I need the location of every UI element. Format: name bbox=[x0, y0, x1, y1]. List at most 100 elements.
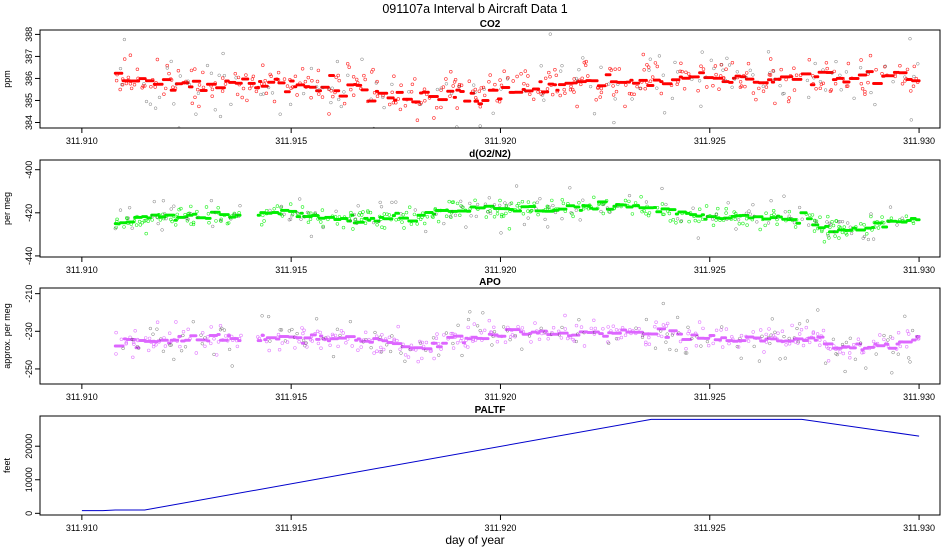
data-point bbox=[359, 83, 363, 87]
y-tick-label: 10000 bbox=[24, 467, 34, 492]
data-point bbox=[446, 337, 450, 341]
data-point bbox=[435, 105, 439, 110]
data-point bbox=[358, 211, 362, 215]
data-point bbox=[466, 317, 471, 322]
data-point bbox=[238, 204, 242, 208]
data-point bbox=[418, 102, 423, 107]
data-point bbox=[823, 88, 828, 92]
data-point bbox=[413, 208, 417, 212]
data-point bbox=[259, 339, 263, 343]
data-point bbox=[409, 343, 414, 347]
data-point bbox=[911, 219, 915, 224]
data-point bbox=[436, 219, 441, 224]
data-point bbox=[543, 217, 547, 222]
data-point bbox=[729, 217, 733, 221]
data-point bbox=[499, 231, 503, 235]
data-point bbox=[837, 236, 841, 240]
data-point bbox=[178, 344, 182, 349]
x-tick-label: 311.925 bbox=[694, 136, 726, 146]
data-point bbox=[844, 70, 849, 74]
data-point bbox=[261, 92, 266, 96]
data-point bbox=[333, 215, 338, 219]
data-point bbox=[838, 226, 843, 230]
data-point bbox=[257, 336, 261, 341]
data-point bbox=[147, 348, 151, 353]
data-point bbox=[606, 325, 610, 329]
data-point bbox=[492, 325, 496, 329]
data-point bbox=[363, 221, 368, 225]
data-point bbox=[138, 223, 143, 227]
data-point bbox=[371, 67, 375, 72]
data-point bbox=[542, 98, 546, 102]
data-point bbox=[310, 78, 314, 83]
data-point bbox=[891, 80, 895, 84]
data-point bbox=[297, 340, 301, 344]
data-point bbox=[833, 234, 837, 238]
data-point bbox=[581, 207, 586, 211]
data-point bbox=[155, 57, 160, 62]
data-point bbox=[630, 97, 634, 101]
data-point bbox=[321, 225, 325, 230]
data-point bbox=[499, 214, 504, 219]
data-point bbox=[459, 199, 463, 203]
data-point bbox=[845, 233, 849, 237]
data-point bbox=[509, 335, 513, 339]
data-point bbox=[655, 206, 660, 210]
data-point bbox=[395, 338, 399, 343]
data-point bbox=[771, 209, 776, 213]
data-point bbox=[490, 343, 494, 347]
data-point bbox=[569, 84, 573, 89]
data-point bbox=[665, 332, 669, 336]
data-point bbox=[168, 331, 172, 335]
data-point bbox=[797, 322, 802, 326]
data-point bbox=[279, 204, 284, 209]
data-point bbox=[782, 194, 786, 198]
data-point bbox=[720, 63, 724, 67]
data-point bbox=[616, 337, 620, 341]
data-point bbox=[880, 71, 884, 76]
y-tick-label: 387 bbox=[24, 49, 34, 64]
data-point bbox=[673, 208, 677, 212]
data-point bbox=[543, 76, 548, 81]
data-point bbox=[678, 339, 683, 344]
data-point bbox=[604, 83, 609, 87]
data-point bbox=[727, 63, 732, 67]
data-point bbox=[721, 76, 726, 81]
data-point bbox=[317, 337, 321, 341]
data-point bbox=[568, 186, 572, 190]
data-point bbox=[609, 329, 613, 333]
data-point bbox=[814, 87, 818, 91]
data-point bbox=[659, 210, 663, 214]
data-point bbox=[798, 221, 802, 225]
data-point bbox=[481, 85, 486, 90]
data-point bbox=[316, 68, 321, 73]
data-point bbox=[787, 96, 791, 100]
data-point bbox=[696, 236, 700, 240]
data-point bbox=[602, 201, 606, 206]
data-point bbox=[492, 330, 497, 334]
data-point bbox=[434, 341, 438, 345]
data-point bbox=[805, 78, 810, 83]
data-point bbox=[623, 104, 627, 109]
data-point bbox=[900, 216, 904, 220]
data-point bbox=[113, 226, 117, 231]
x-tick-label: 311.915 bbox=[275, 136, 307, 146]
data-point bbox=[451, 346, 456, 350]
data-point bbox=[272, 207, 276, 211]
data-point bbox=[366, 210, 370, 214]
data-point bbox=[151, 79, 155, 83]
data-point bbox=[505, 77, 510, 81]
data-point bbox=[674, 329, 678, 333]
data-point bbox=[128, 53, 133, 57]
data-point bbox=[819, 82, 824, 87]
data-point bbox=[589, 205, 593, 209]
data-point bbox=[883, 64, 887, 69]
data-point bbox=[366, 209, 370, 213]
data-point bbox=[844, 84, 849, 88]
data-point bbox=[647, 211, 652, 215]
data-point bbox=[194, 212, 198, 216]
x-tick-label: 311.910 bbox=[66, 523, 98, 533]
data-point bbox=[821, 328, 826, 333]
data-point bbox=[581, 56, 585, 60]
data-point bbox=[167, 71, 171, 76]
